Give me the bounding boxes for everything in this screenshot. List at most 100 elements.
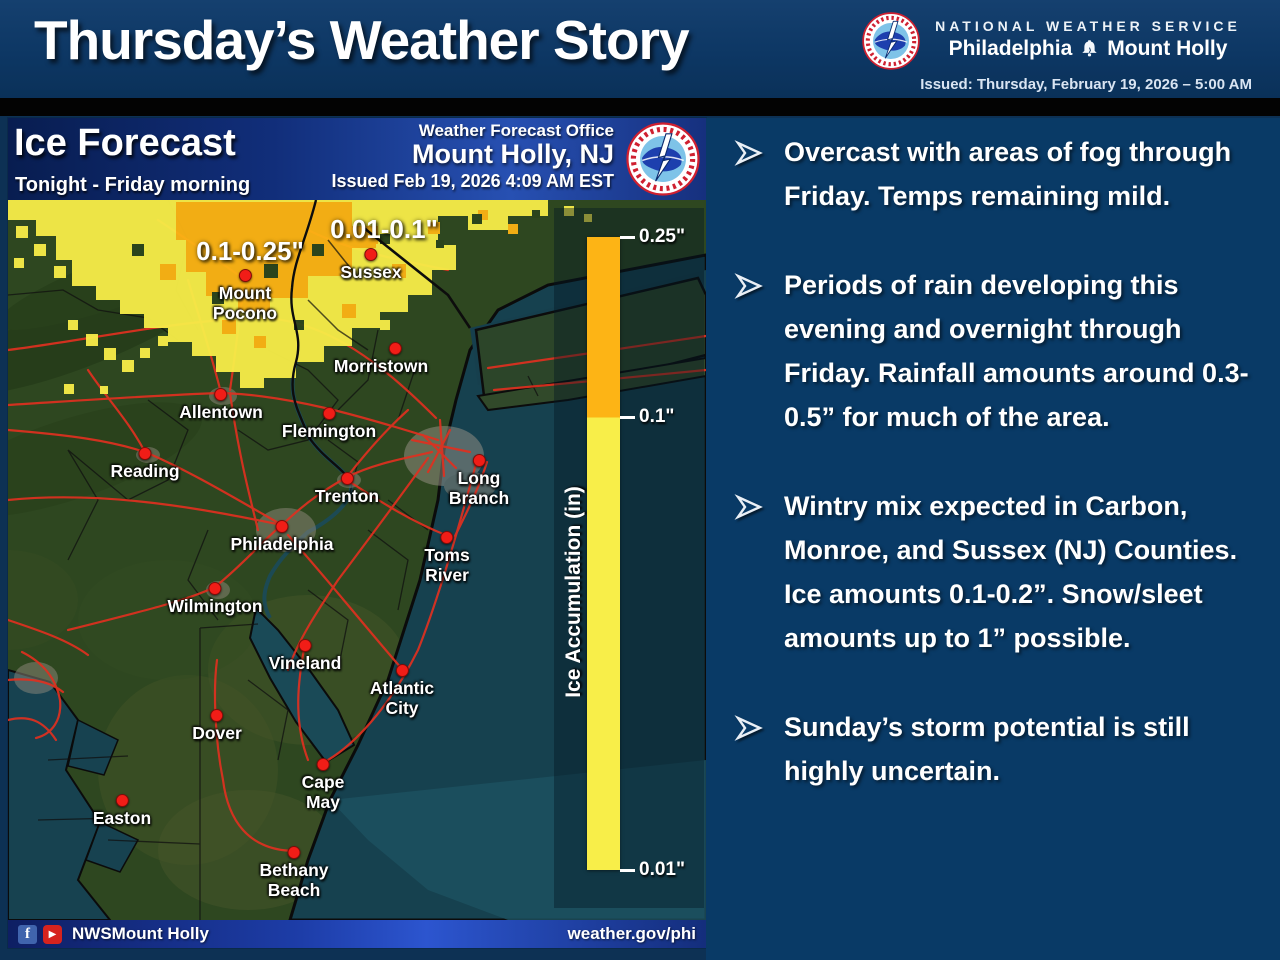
city-marker: Vineland (268, 639, 342, 673)
city-dot-icon (298, 639, 312, 652)
city-marker: Wilmington (167, 582, 263, 616)
ice-forecast-map-panel: Ice Forecast Tonight - Friday morning We… (8, 118, 706, 948)
city-dot-icon (287, 846, 301, 859)
city-marker: Flemington (282, 407, 376, 441)
map-issued-time: Issued Feb 19, 2026 4:09 AM EST (331, 171, 614, 191)
city-dot-icon (472, 454, 486, 467)
city-label: Vineland (268, 653, 342, 673)
city-label: Cape May (301, 772, 345, 813)
city-dot-icon (395, 664, 409, 677)
legend-color-bar (587, 237, 620, 870)
map-title: Ice Forecast (14, 122, 236, 164)
story-bullet: Overcast with areas of fog through Frida… (706, 130, 1280, 218)
arrow-bullet-icon (734, 273, 763, 299)
city-marker: Long Branch (449, 454, 509, 508)
city-label: Long Branch (448, 468, 510, 509)
city-label: Dover (192, 723, 242, 743)
city-label: Sussex (340, 262, 402, 282)
city-marker: Allentown (179, 388, 263, 422)
youtube-icon[interactable]: ▶ (43, 924, 62, 944)
city-label: Reading (110, 461, 180, 481)
wfo-office-type: Weather Forecast Office (418, 121, 614, 140)
city-dot-icon (316, 758, 330, 771)
story-bullet-text: Sunday’s storm potential is still highly… (784, 712, 1190, 786)
city-dot-icon (238, 269, 252, 282)
map-header: Ice Forecast Tonight - Friday morning We… (8, 118, 706, 200)
city-label: Trenton (314, 486, 380, 506)
arrow-bullet-icon (734, 715, 763, 741)
legend-tick-mark (620, 235, 635, 239)
city-marker: Reading (110, 447, 180, 481)
map-valid-period: Tonight - Friday morning (15, 174, 251, 196)
city-dot-icon (115, 794, 129, 807)
office-prefix: Philadelphia (948, 37, 1073, 60)
page-title: Thursday’s Weather Story (34, 9, 690, 71)
divider-bar (0, 98, 1280, 116)
city-marker: Trenton (315, 472, 379, 506)
city-label: Wilmington (167, 596, 263, 616)
city-dot-icon (322, 407, 336, 420)
arrow-bullet-icon (734, 140, 763, 166)
city-dot-icon (208, 582, 222, 595)
city-label: Philadelphia (230, 534, 334, 554)
city-marker: Morristown (334, 342, 442, 376)
liberty-bell-icon (1082, 39, 1097, 56)
top-banner: Thursday’s Weather Story NATIONAL WEATHE… (0, 0, 1280, 98)
social-handle[interactable]: NWSMount Holly (72, 924, 209, 943)
nws-logo-icon (626, 122, 700, 196)
story-bullet: Periods of rain developing this evening … (706, 263, 1280, 439)
city-marker: Easton (93, 794, 151, 828)
city-dot-icon (214, 388, 228, 401)
ice-range-annotation: 0.1-0.25" (196, 236, 304, 266)
legend-tick-mark (620, 868, 635, 872)
city-dot-icon (340, 472, 354, 485)
city-label: Morristown (333, 356, 429, 376)
city-label: Easton (92, 808, 152, 828)
wfo-office-name: Mount Holly, NJ (412, 139, 614, 169)
legend-tick-mark (620, 415, 635, 419)
story-panel: Overcast with areas of fog through Frida… (706, 118, 1280, 960)
city-dot-icon (210, 709, 224, 722)
legend-axis-label: Ice Accumulation (in) (562, 486, 585, 698)
office-suffix: Mount Holly (1107, 37, 1228, 60)
city-dot-icon (138, 447, 152, 460)
city-marker: Cape May (301, 758, 345, 813)
city-label: Atlantic City (369, 678, 435, 719)
wfo-block: Weather Forecast Office Mount Holly, NJ … (332, 121, 614, 192)
city-dot-icon (275, 520, 289, 533)
city-marker: Philadelphia (230, 520, 334, 554)
facebook-icon[interactable]: f (18, 924, 37, 944)
city-label: Flemington (281, 421, 377, 441)
city-dot-icon (440, 531, 454, 544)
bullet-list: Overcast with areas of fog through Frida… (706, 130, 1280, 838)
issued-datetime: Issued: Thursday, February 19, 2026 – 5:… (920, 76, 1252, 93)
city-dot-icon (364, 248, 378, 261)
website-link[interactable]: weather.gov/phi (567, 924, 696, 943)
ice-range-annotation: 0.01-0.1" (330, 214, 438, 244)
story-bullet-text: Overcast with areas of fog through Frida… (784, 137, 1232, 211)
story-bullet: Wintry mix expected in Carbon, Monroe, a… (706, 484, 1280, 660)
city-label: Bethany Beach (259, 860, 329, 901)
office-names: Philadelphia Mount Holly (928, 37, 1248, 61)
map-footer-bar: f ▶ NWSMount Holly weather.gov/phi (8, 920, 706, 948)
city-marker: Bethany Beach (259, 846, 329, 901)
legend-tick-label: 0.1" (639, 406, 675, 428)
legend-tick-label: 0.01" (639, 859, 685, 880)
nws-logo-icon (862, 12, 920, 70)
city-label: Mount Pocono (212, 283, 278, 324)
map-canvas: 0.1-0.25" 0.01-0.1" Mount Pocono Sussex Morr… (8, 200, 706, 920)
story-bullet: Sunday’s storm potential is still highly… (706, 705, 1280, 793)
legend-panel: Ice Accumulation (in) 0.25" 0.1" 0.01" (554, 208, 704, 908)
legend-tick-label: 0.25" (639, 226, 685, 247)
arrow-bullet-icon (734, 494, 763, 520)
nws-brand-block: NATIONAL WEATHER SERVICE Philadelphia Mo… (862, 8, 1252, 96)
nws-wordmark: NATIONAL WEATHER SERVICE (935, 18, 1241, 34)
story-bullet-text: Wintry mix expected in Carbon, Monroe, a… (784, 491, 1238, 653)
city-marker: Atlantic City (370, 664, 434, 718)
city-marker: Dover (192, 709, 242, 743)
story-bullet-text: Periods of rain developing this evening … (784, 270, 1249, 432)
city-dot-icon (388, 342, 402, 355)
city-marker: Toms River (424, 531, 470, 585)
city-marker: Mount Pocono (213, 269, 277, 323)
city-label: Allentown (179, 402, 263, 422)
